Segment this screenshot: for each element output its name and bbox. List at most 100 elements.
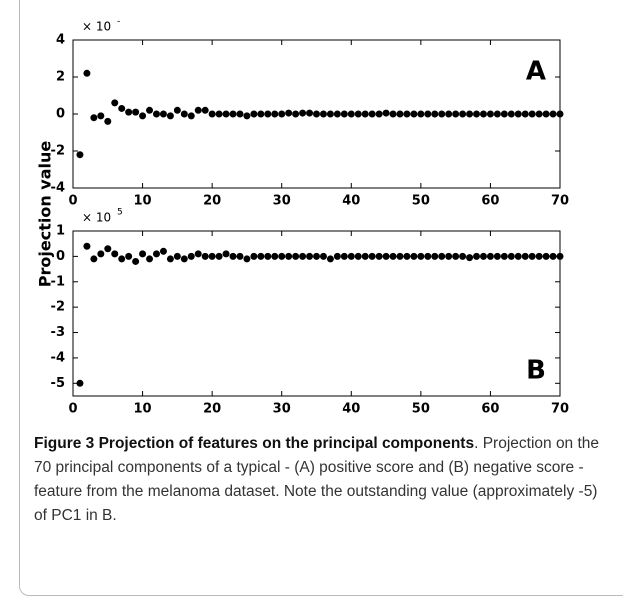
point [187,112,195,120]
point [111,99,119,107]
point [389,252,397,260]
point [83,242,91,250]
point [299,109,307,117]
point [152,110,160,118]
point [97,112,105,120]
point [438,110,446,118]
y-tick-label: -3 [51,325,65,340]
point [528,252,536,260]
point [535,252,543,260]
point [313,110,320,118]
y-axis-label: Projection value [36,141,55,288]
point [452,252,460,260]
x-tick-label: 40 [342,402,360,417]
point [250,110,258,118]
point [479,252,487,260]
point [97,250,105,258]
point [285,252,293,260]
y-tick-label: 0 [56,249,65,264]
x-tick-label: 10 [134,194,152,209]
point [132,108,140,116]
point [271,110,279,118]
point [257,110,265,118]
point [236,252,244,260]
point [528,110,536,118]
point [104,117,112,125]
y-tick-label: -2 [51,144,65,159]
point [180,255,188,263]
point [146,106,154,114]
point [452,110,460,118]
point [466,110,474,118]
x-tick-label: 0 [68,402,77,417]
point [466,254,474,262]
point [187,252,195,260]
axis-multiplier: × 10 [82,20,111,34]
point [264,110,272,118]
point [159,247,167,255]
panel-label: B [526,356,546,386]
point [333,252,341,260]
x-tick-label: 10 [134,402,152,417]
point [243,255,251,263]
x-tick-label: 30 [273,402,291,417]
point [403,110,411,118]
point [306,109,314,117]
y-tick-label: 1 [56,224,65,239]
figure-frame [19,0,623,596]
point [104,245,112,253]
point [549,110,557,118]
point [118,104,126,112]
point [173,252,181,260]
point [521,252,529,260]
point [486,252,494,260]
point [125,252,133,260]
caption-title: Figure 3 Projection of features on the p… [34,435,475,452]
point [222,250,230,258]
point [410,110,418,118]
point [146,255,154,263]
x-tick-label: 20 [203,402,221,417]
point [152,250,160,258]
point [208,252,216,260]
point [76,379,84,387]
point [159,110,167,118]
point [250,252,258,260]
x-tick-label: 70 [551,194,569,209]
panel-label: A [526,57,546,87]
point [292,252,300,260]
x-tick-label: 50 [412,402,430,417]
point [229,252,237,260]
point [132,257,140,265]
point [111,250,119,258]
point [347,252,355,260]
point [382,109,390,117]
point [319,110,327,118]
point [271,252,279,260]
point [514,252,522,260]
point [278,252,286,260]
y-tick-label: -4 [51,181,65,196]
point [215,252,223,260]
point [222,110,230,118]
point [354,252,362,260]
point [507,252,515,260]
axis-multiplier: × 10 [82,211,111,225]
point [194,106,202,114]
point [264,252,272,260]
point [473,252,481,260]
point [354,110,362,118]
point [215,110,223,118]
caption-text: . Projection on the 70 principal compone… [34,435,600,524]
point [243,112,251,120]
x-tick-label: 50 [412,194,430,209]
point [410,252,418,260]
point [208,110,216,118]
point [236,110,244,118]
point [438,252,446,260]
point [542,252,550,260]
point [257,252,265,260]
y-tick-label: 4 [56,33,65,48]
